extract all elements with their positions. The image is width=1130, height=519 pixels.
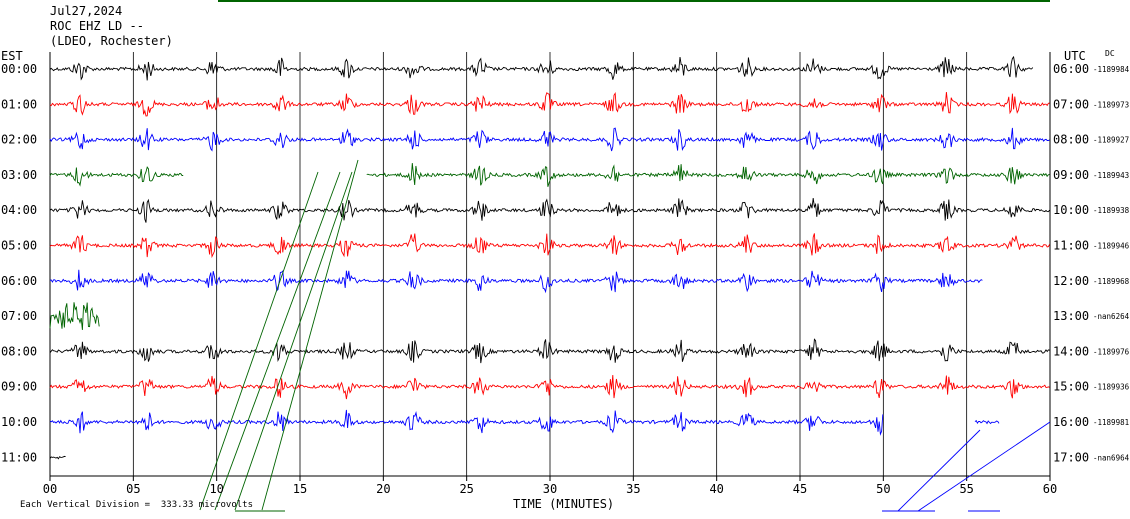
utc-label: 14:00	[1053, 344, 1089, 358]
utc-label: 09:00	[1053, 168, 1089, 182]
est-label: 11:00	[1, 450, 37, 464]
right-zone-label: UTC	[1064, 49, 1086, 63]
trace-05:00	[49, 233, 1050, 259]
dc-value: -1189946	[1093, 242, 1130, 251]
x-axis-title: TIME (MINUTES)	[513, 497, 615, 511]
x-tick-label-45: 45	[793, 482, 807, 496]
trace-10:00	[974, 419, 1000, 425]
utc-label: 08:00	[1053, 133, 1089, 147]
x-tick-label-05: 05	[126, 482, 140, 496]
trace-02:00	[49, 127, 1050, 152]
x-tick-label-55: 55	[959, 482, 973, 496]
dc-value: -1189973	[1093, 100, 1129, 109]
trace-08:00	[49, 338, 1050, 364]
est-label: 03:00	[1, 168, 37, 182]
dc-value: -1189936	[1093, 383, 1130, 392]
dc-label: DC	[1105, 49, 1115, 58]
trace-11:00	[49, 455, 66, 460]
x-tick-label-35: 35	[626, 482, 640, 496]
blue-diagonal-1	[917, 421, 1051, 512]
x-tick-label-00: 00	[43, 482, 57, 496]
utc-label: 12:00	[1053, 274, 1089, 288]
dc-value: -1189976	[1093, 347, 1130, 356]
x-tick-label-50: 50	[876, 482, 890, 496]
seismic-traces	[49, 55, 1050, 460]
trace-04:00	[49, 197, 1050, 223]
dc-value: -1189927	[1093, 136, 1129, 145]
trace-01:00	[49, 91, 1050, 117]
utc-label: 15:00	[1053, 380, 1089, 394]
green-diagonal-2	[234, 171, 353, 511]
green-diagonal-3	[261, 159, 359, 511]
x-tick-label-20: 20	[376, 482, 390, 496]
est-label: 08:00	[1, 344, 37, 358]
trace-10:00	[49, 409, 884, 436]
utc-label: 07:00	[1053, 97, 1089, 111]
left-zone-label: EST	[1, 49, 23, 63]
est-label: 05:00	[1, 239, 37, 253]
est-label: 02:00	[1, 133, 37, 147]
trace-06:00	[49, 269, 983, 294]
header-network: (LDEO, Rochester)	[50, 34, 173, 48]
trace-07:00	[49, 302, 100, 330]
header-station: ROC EHZ LD --	[50, 19, 144, 33]
dc-value: -1189984	[1093, 65, 1130, 74]
utc-label: 13:00	[1053, 309, 1089, 323]
x-tick-label-10: 10	[209, 482, 223, 496]
green-diagonal-0	[199, 171, 319, 511]
x-tick-label-40: 40	[709, 482, 723, 496]
trace-03:00	[366, 163, 1050, 187]
utc-label: 16:00	[1053, 415, 1089, 429]
utc-label: 11:00	[1053, 239, 1089, 253]
utc-label: 17:00	[1053, 450, 1089, 464]
est-label: 10:00	[1, 415, 37, 429]
est-label: 01:00	[1, 97, 37, 111]
x-tick-label-60: 60	[1043, 482, 1057, 496]
dc-value: -1189938	[1093, 206, 1130, 215]
utc-label: 06:00	[1053, 62, 1089, 76]
dc-value: -nan6964	[1093, 453, 1130, 462]
dc-value: -nan6264	[1093, 312, 1130, 321]
grid-lines	[49, 52, 1051, 481]
est-label: 04:00	[1, 203, 37, 217]
dc-value: -1189981	[1093, 418, 1129, 427]
trace-03:00	[49, 166, 184, 187]
footer-scale: Each Vertical Division = 333.33 microvol…	[20, 500, 253, 510]
x-tick-label-15: 15	[293, 482, 307, 496]
trace-00:00	[49, 55, 1034, 81]
diagonal-artifacts	[199, 159, 1051, 512]
axis-labels: 00 05 10 15 20 25 30 35 40 45 50 55 60 00:00 06:00 -118…	[1, 62, 1130, 496]
x-tick-label-30: 30	[543, 482, 557, 496]
est-label: 06:00	[1, 274, 37, 288]
est-label: 09:00	[1, 380, 37, 394]
est-label: 00:00	[1, 62, 37, 76]
trace-09:00	[49, 374, 1050, 400]
x-tick-label-25: 25	[459, 482, 473, 496]
dc-value: -1189968	[1093, 277, 1130, 286]
utc-label: 10:00	[1053, 203, 1089, 217]
green-diagonal-1	[214, 171, 341, 511]
blue-diagonal-0	[897, 429, 981, 512]
est-label: 07:00	[1, 309, 37, 323]
dc-value: -1189943	[1093, 171, 1129, 180]
header-date: Jul27,2024	[50, 4, 123, 18]
